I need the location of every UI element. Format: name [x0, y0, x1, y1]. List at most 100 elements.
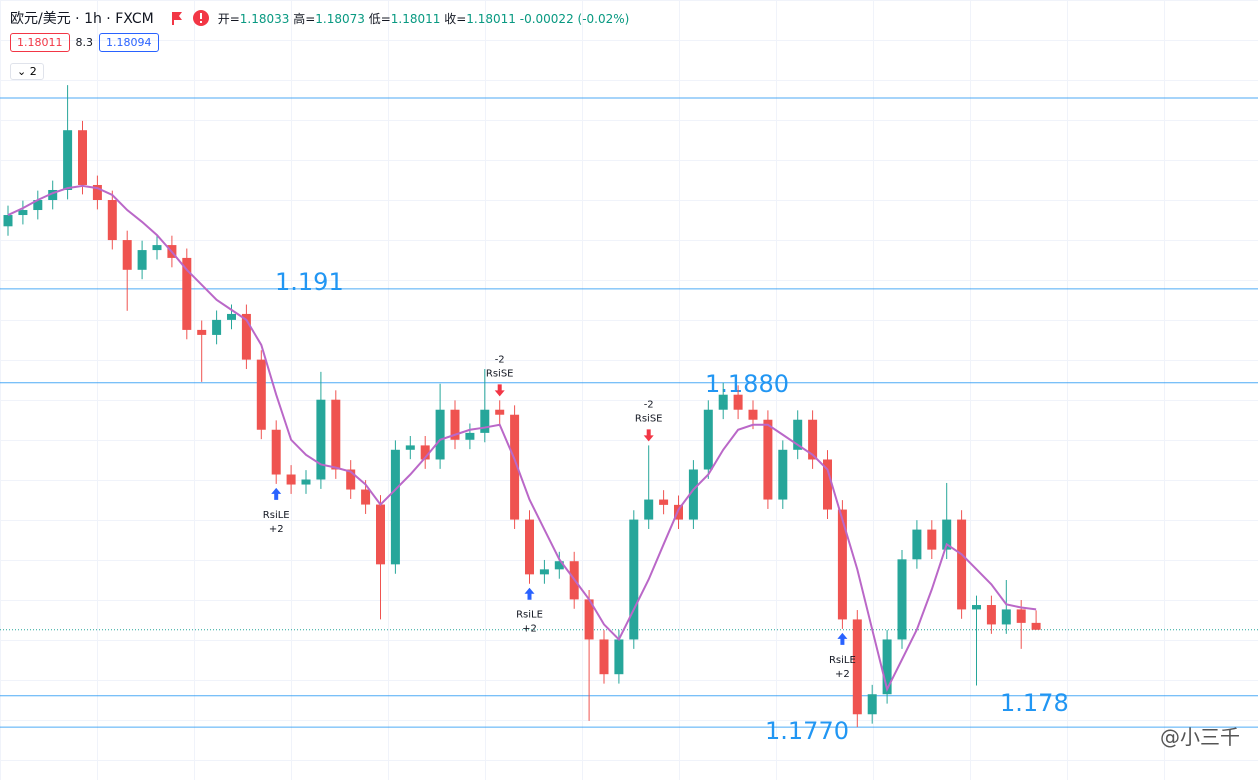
candle-body [554, 561, 564, 570]
buy-arrow [837, 632, 848, 645]
candle-body [942, 519, 952, 550]
candle-body [733, 394, 743, 410]
candle-body [152, 245, 162, 251]
candle-body [986, 605, 996, 625]
candle-body [823, 459, 832, 510]
candle-body [197, 329, 207, 335]
signal-label: RsiLE [263, 510, 290, 521]
candle-body [1031, 622, 1041, 630]
candle-body [78, 130, 87, 185]
sell-arrow [494, 384, 505, 397]
candle-body [882, 639, 892, 695]
header: 欧元/美元 · 1h · FXCM 开=1.18033 高=1.18073 低=… [10, 8, 629, 28]
candle-body [435, 409, 445, 460]
candle-body [495, 409, 505, 415]
candle-body [1016, 609, 1026, 623]
watermark: @小三千 [1160, 725, 1240, 749]
buy-arrow [271, 487, 282, 500]
candle-body [107, 200, 117, 241]
ohlc: 开=1.18033 高=1.18073 低=1.18011 收=1.18011 … [218, 10, 630, 27]
signal-label: RsiSE [635, 413, 663, 424]
candle-body [808, 419, 818, 460]
candle-body [718, 394, 728, 410]
indicator-toggle[interactable]: ⌄ 2 [10, 63, 44, 80]
low-value: 1.18011 [390, 11, 441, 26]
candle-body [852, 619, 862, 715]
candle-body [480, 409, 490, 433]
candle-body [629, 519, 639, 640]
level-label: 1.1770 [765, 717, 849, 745]
candle-body [897, 559, 907, 640]
close-label: 收= [444, 11, 467, 26]
candle-body [659, 499, 669, 505]
flag-icon[interactable] [170, 11, 184, 25]
signal-label: RsiLE [829, 655, 856, 666]
high-label: 高= [293, 11, 316, 26]
bid-button[interactable]: 1.18011 [10, 33, 70, 52]
candle-body [688, 469, 698, 520]
alert-icon[interactable] [190, 9, 212, 27]
candle-body [644, 499, 654, 520]
candle-body [614, 639, 624, 675]
signal-label: RsiLE [516, 610, 543, 621]
candle-body [361, 489, 371, 505]
close-value: 1.18011 [466, 11, 516, 26]
candle-body [182, 257, 192, 330]
candle-body [793, 419, 803, 450]
candle-body [674, 504, 683, 520]
candle-body [63, 130, 73, 190]
candle-body [256, 359, 266, 430]
candle-body [450, 409, 460, 440]
candle-body [301, 479, 311, 485]
candle-body [376, 504, 385, 565]
candle-body [465, 432, 475, 440]
spread: 8.3 [75, 36, 94, 49]
candle-body [763, 419, 773, 500]
candle-body [405, 445, 415, 450]
candle-body [837, 509, 847, 620]
candle-body [331, 399, 341, 470]
candle-body [286, 474, 296, 485]
level-label: 1.178 [1000, 689, 1069, 717]
open-label: 开= [217, 11, 240, 26]
sell-arrow [643, 429, 654, 442]
symbol[interactable]: 欧元/美元 · 1h · FXCM [10, 11, 154, 27]
candle-body [92, 184, 102, 201]
signal-qty: -2 [644, 399, 654, 410]
level-label: 1.1880 [705, 370, 789, 398]
candle-body [3, 215, 13, 227]
candle-body [972, 605, 981, 610]
candle-body [48, 189, 58, 201]
candle-body [271, 429, 281, 475]
candle-body [599, 639, 609, 675]
candle-body [912, 529, 922, 560]
candle-body [748, 409, 758, 420]
candle-body [927, 529, 937, 550]
candle-body [584, 599, 594, 640]
signal-label: RsiSE [486, 368, 514, 379]
candle-body [137, 250, 147, 270]
candle-body [33, 200, 43, 211]
candle-body [390, 449, 400, 565]
candle-body [346, 469, 356, 490]
candle-body [18, 210, 28, 216]
moving-average [7, 184, 1037, 693]
low-label: 低= [368, 11, 391, 26]
buy-arrow [524, 587, 535, 600]
ask-button[interactable]: 1.18094 [99, 33, 159, 52]
candle-body [510, 414, 520, 520]
candle-body [539, 569, 549, 575]
quote-row: 1.18011 8.3 1.18094 [10, 33, 159, 52]
candle-body [420, 445, 430, 460]
candle-body [525, 519, 534, 575]
candle-body [316, 399, 326, 480]
candle-body [122, 240, 132, 270]
candle-body [227, 313, 236, 320]
change: -0.00022 (-0.02%) [519, 11, 630, 26]
candle-body [778, 449, 788, 500]
high-value: 1.18073 [315, 11, 365, 26]
signal-qty: +2 [269, 524, 284, 535]
candle-body [241, 313, 251, 360]
